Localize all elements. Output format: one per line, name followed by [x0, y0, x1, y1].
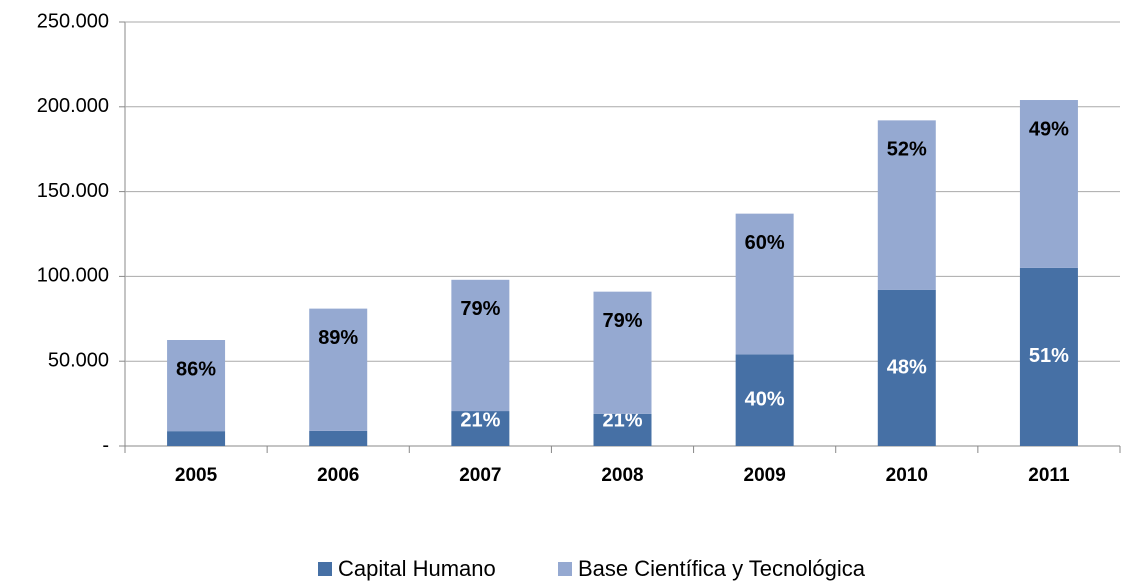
- y-tick-label: 150.000: [37, 180, 109, 202]
- bar-segment: [877, 120, 936, 290]
- x-tick-label: 2005: [175, 465, 218, 486]
- value-label: 21%: [602, 409, 642, 431]
- value-label: 51%: [1029, 345, 1069, 367]
- x-tick-label: 2011: [1028, 465, 1070, 486]
- bar-segment: [309, 430, 368, 446]
- value-label: 79%: [602, 310, 642, 332]
- value-label: 48%: [887, 356, 927, 378]
- legend-label: Capital Humano: [338, 556, 496, 581]
- value-label: 21%: [460, 409, 500, 431]
- y-tick-label: 200.000: [37, 95, 109, 117]
- y-tick-label: 250.000: [37, 10, 109, 32]
- value-label: 60%: [745, 232, 785, 254]
- value-label: 89%: [318, 327, 358, 349]
- bar-segment: [1019, 100, 1078, 268]
- bar-segment: [735, 213, 794, 355]
- value-label: 49%: [1029, 118, 1069, 140]
- y-tick-label: 100.000: [37, 265, 109, 287]
- value-label: 79%: [460, 298, 500, 320]
- x-tick-label: 2008: [601, 465, 643, 486]
- x-tick-label: 2009: [744, 465, 786, 486]
- value-label: 52%: [887, 139, 927, 161]
- bar-segment: [1019, 267, 1078, 446]
- x-tick-label: 2007: [459, 465, 501, 486]
- bar-segment: [167, 431, 226, 446]
- y-tick-label: 50.000: [48, 349, 109, 371]
- legend-label: Base Científica y Tecnológica: [578, 556, 866, 581]
- bar-segment: [451, 279, 510, 412]
- bar-segment: [593, 413, 652, 446]
- legend-swatch: [318, 562, 332, 576]
- bar-segment: [735, 354, 794, 446]
- bar-segment: [877, 289, 936, 446]
- bar-segment: [451, 411, 510, 446]
- x-tick-label: 2010: [886, 465, 928, 486]
- value-label: 86%: [176, 358, 216, 380]
- x-tick-label: 2006: [317, 465, 359, 486]
- y-tick-label: -: [102, 434, 109, 456]
- bar-segment: [593, 291, 652, 414]
- value-label: 40%: [745, 388, 785, 410]
- legend-swatch: [558, 562, 572, 576]
- bar-segment: [309, 308, 368, 431]
- bar-segment: [167, 340, 226, 432]
